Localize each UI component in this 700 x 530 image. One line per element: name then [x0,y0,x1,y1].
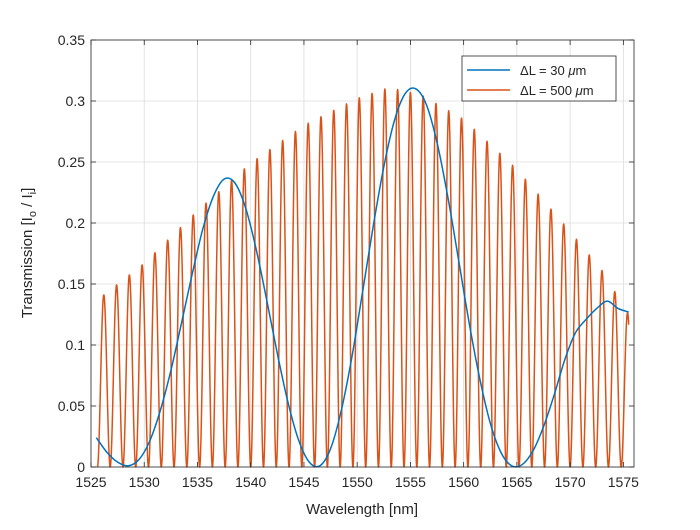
y-axis-label-mid: / I [19,194,36,211]
series-layer [95,87,630,468]
series-30um-line [95,87,629,468]
y-axis-label: Transmission [Io / Ii] [19,188,39,319]
y-axis-label-main: Transmission [I [19,217,36,318]
legend-500um-delta: Δ [520,83,529,98]
x-tick-label: 1565 [501,474,532,490]
legend-label-30um: ΔL = 30 μm [520,63,586,78]
legend-label-500um: ΔL = 500 μm [520,83,594,98]
x-tick-label: 1530 [129,474,160,490]
y-axis-label-sub-o: o [27,211,39,217]
legend-box [461,55,617,102]
y-tick-label: 0.2 [66,215,86,231]
x-tick-label: 1555 [395,474,426,490]
legend-30um-unit: m [575,63,586,78]
series-500um-line [96,88,630,468]
legend-30um-mu: μ [567,63,575,78]
y-tick-label: 0 [77,459,85,475]
y-tick-label: 0.25 [58,154,85,170]
x-tick-label: 1570 [555,474,586,490]
y-tick-label: 0.1 [66,337,86,353]
x-tick-label: 1525 [75,474,106,490]
y-tick-label: 0.05 [58,398,85,414]
legend-30um-delta: Δ [520,63,529,78]
legend-30um-text: L = 30 [529,63,569,78]
legend-500um-mu: μ [575,83,583,98]
y-axis-label-end: ] [19,188,36,192]
x-tick-label: 1550 [342,474,373,490]
x-tick-label: 1535 [182,474,213,490]
plot-frame [90,39,635,468]
x-tick-label: 1545 [288,474,319,490]
y-tick-label: 0.3 [66,93,86,109]
y-tick-label: 0.35 [58,32,85,48]
x-tick-label: 1560 [448,474,479,490]
legend: ΔL = 30 μm ΔL = 500 μm [461,55,617,102]
legend-500um-unit: m [583,83,594,98]
y-axis: 0 0.05 0.1 0.15 0.2 0.25 0.3 0.35 [58,32,634,475]
x-axis: 1525 1530 1535 1540 1545 1550 1555 1560 1565 1570… [75,40,639,490]
legend-500um-text: L = 500 [529,83,576,98]
x-tick-label: 1540 [235,474,266,490]
y-tick-label: 0.15 [58,276,85,292]
y-axis-label-sub-i: i [27,192,39,194]
x-axis-label: Wavelength [nm] [306,501,418,518]
x-tick-label: 1575 [608,474,639,490]
